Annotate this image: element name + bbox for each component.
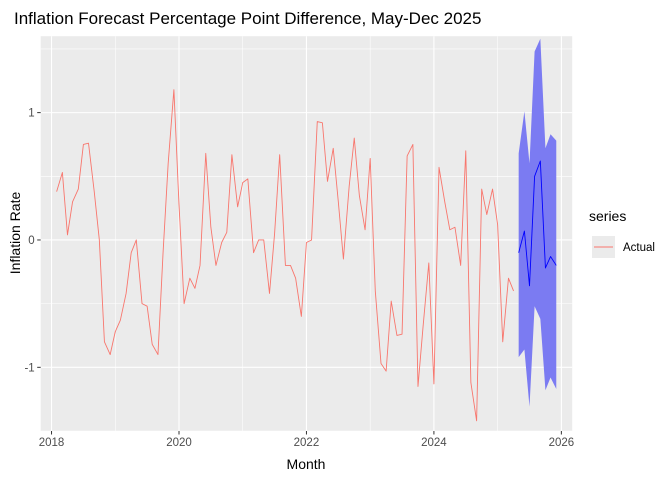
y-axis-title: Inflation Rate	[7, 192, 23, 275]
legend-label-actual: Actual	[623, 242, 655, 254]
x-tick-label: 2020	[166, 437, 192, 449]
x-axis-title: Month	[287, 456, 326, 472]
forecast-interval-band	[518, 38, 557, 407]
chart-title: Inflation Forecast Percentage Point Diff…	[14, 9, 481, 28]
x-tick-label: 2026	[549, 437, 575, 449]
y-tick-label: 0	[28, 235, 34, 247]
x-tick-label: 2018	[39, 437, 65, 449]
x-tick-label: 2024	[421, 437, 447, 449]
forecast-band-layer	[518, 38, 557, 407]
series-line-actual	[56, 89, 514, 422]
y-tick-label: 1	[28, 108, 34, 120]
legend-title: series	[589, 208, 626, 224]
axis-ticks: 2018 2020 2022 2024 2026 -1 0 1	[24, 108, 574, 449]
x-tick-label: 2022	[294, 437, 320, 449]
legend: series Actual	[589, 208, 655, 258]
series-line-forecast	[518, 160, 557, 287]
y-tick-label: -1	[24, 362, 34, 374]
grid-lines	[40, 36, 573, 432]
series-lines-layer	[56, 89, 557, 422]
